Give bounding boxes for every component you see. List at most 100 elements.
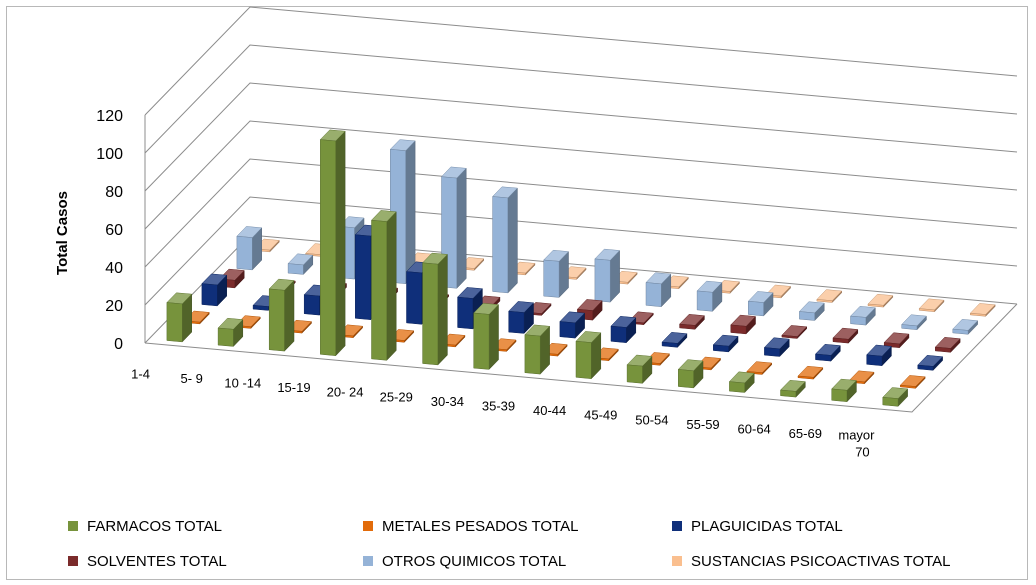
legend-label: METALES PESADOS TOTAL (382, 517, 579, 535)
legend-label: SOLVENTES TOTAL (87, 552, 227, 570)
legend-item-plaguicidas[interactable]: PLAGUICIDAS TOTAL (672, 516, 843, 536)
bar (798, 301, 825, 322)
bar (575, 331, 602, 380)
x-tick-label: 45-49 (584, 408, 617, 423)
legend-swatch (363, 521, 373, 531)
bar (679, 314, 705, 330)
bar (730, 314, 757, 335)
bar (712, 334, 739, 353)
bar (559, 311, 586, 339)
bar (696, 280, 723, 312)
x-tick-label: 35-39 (482, 399, 515, 414)
bar (319, 129, 346, 357)
x-tick-label: 5- 9 (180, 371, 202, 386)
y-tick-label: 120 (96, 108, 123, 125)
y-axis-label: Total Casos (54, 191, 71, 275)
bar (594, 248, 621, 303)
bar (236, 226, 263, 271)
bar (217, 317, 244, 348)
bar (370, 210, 397, 361)
bar (543, 249, 570, 299)
bar (952, 319, 979, 335)
bar (814, 344, 841, 362)
x-tick-label: 40-44 (533, 403, 566, 418)
x-tick-label: 15-19 (277, 380, 310, 395)
x-tick-label: 25-29 (380, 389, 413, 404)
x-tick-label: mayor 70 (838, 428, 875, 460)
x-tick-label: 50-54 (635, 412, 668, 427)
bar (882, 387, 909, 407)
bar (917, 355, 944, 371)
bar (969, 303, 996, 317)
legend-swatch (672, 556, 682, 566)
bar (848, 370, 875, 385)
x-tick-label: 65-69 (789, 426, 822, 441)
bar (797, 365, 824, 380)
legend-label: SUSTANCIAS PSICOACTIVAS TOTAL (691, 552, 951, 570)
bar (422, 252, 448, 366)
bar (524, 324, 551, 375)
bar (728, 371, 755, 394)
bar (849, 306, 876, 326)
x-tick-label: 1-4 (131, 366, 150, 381)
legend-item-farmacos[interactable]: FARMACOS TOTAL (68, 516, 222, 536)
bar (781, 325, 808, 340)
bar (626, 354, 653, 384)
bar (661, 332, 688, 348)
bar (779, 380, 806, 398)
bar (899, 375, 926, 389)
bar (610, 316, 637, 344)
y-tick-label: 100 (96, 146, 123, 163)
gridline (144, 196, 1018, 306)
legend-swatch (363, 556, 373, 566)
bar (268, 278, 295, 352)
chart-axes: 0 20 40 60 80 100 120 1-4 5- 9 10 -14 15-19 20- 24 2… (96, 108, 875, 460)
bar (201, 273, 228, 307)
x-tick-label: 30-34 (431, 394, 464, 409)
legend-item-metales-pesados[interactable]: METALES PESADOS TOTAL (363, 516, 578, 536)
bar (763, 337, 790, 358)
legend-item-sustancias-psicoactivas[interactable]: SUSTANCIAS PSICOACTIVAS TOTAL (672, 551, 951, 571)
y-tick-label: 20 (105, 298, 123, 315)
bar (918, 298, 945, 313)
legend-label: OTROS QUIMICOS TOTAL (382, 552, 567, 570)
gridline (144, 6, 1018, 116)
bar (867, 293, 894, 308)
bar (473, 303, 500, 371)
gridline (144, 44, 1018, 154)
x-tick-label: 10 -14 (224, 376, 261, 391)
legend-item-otros-quimicos[interactable]: OTROS QUIMICOS TOTAL (363, 551, 566, 571)
bar (831, 378, 857, 403)
bar (934, 337, 961, 353)
bar (166, 292, 193, 343)
gridline (144, 158, 1018, 268)
bar (645, 272, 672, 308)
legend-swatch (68, 556, 78, 566)
bar (492, 186, 518, 294)
y-tick-label: 0 (114, 336, 123, 353)
x-tick-label: 55-59 (686, 417, 719, 432)
legend-label: PLAGUICIDAS TOTAL (691, 517, 843, 535)
bar (883, 332, 910, 349)
legend-swatch (68, 521, 78, 531)
bar (816, 289, 843, 304)
bar (287, 253, 314, 276)
bar (832, 327, 859, 344)
bar (901, 314, 927, 331)
y-tick-label: 40 (105, 260, 123, 277)
bar (508, 301, 535, 335)
legend-item-solventes[interactable]: SOLVENTES TOTAL (68, 551, 227, 571)
y-tick-label: 60 (105, 222, 123, 239)
y-tick-label: 80 (105, 184, 123, 201)
x-tick-label: 20- 24 (327, 385, 364, 400)
bar (677, 359, 704, 389)
gridline (144, 82, 1018, 192)
bar (746, 361, 773, 376)
x-tick-label: 60-64 (738, 422, 771, 437)
bar (747, 291, 774, 317)
legend-label: FARMACOS TOTAL (87, 517, 223, 535)
bar (866, 344, 892, 367)
legend-swatch (672, 521, 682, 531)
